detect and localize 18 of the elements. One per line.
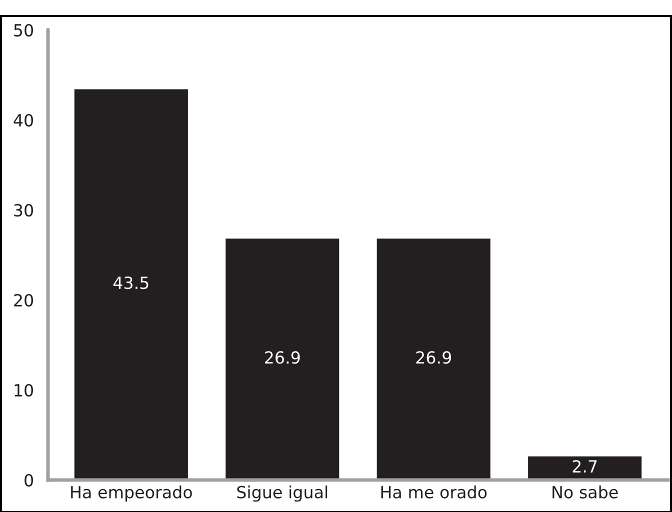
data-label: 26.9 (265, 351, 300, 364)
x-tick-label: Ha me orado (381, 486, 487, 498)
data-label: 2.7 (572, 460, 597, 472)
data-label: 43.5 (113, 276, 148, 290)
x-tick-label: Ha empeorado (71, 486, 192, 502)
bar (375, 237, 492, 480)
bar (224, 237, 341, 480)
y-tick-label: 0 (24, 474, 34, 487)
bar (526, 455, 643, 480)
x-tick-label: Sigue igual (237, 486, 328, 502)
y-tick-label: 10 (14, 384, 34, 397)
y-tick-label: 20 (14, 294, 34, 307)
y-tick-label: 30 (14, 204, 34, 217)
y-tick-label: 50 (14, 24, 34, 37)
x-tick-label: No sabe (552, 486, 618, 498)
y-tick-label: 40 (14, 114, 34, 127)
bar (73, 88, 190, 480)
data-label: 26.9 (416, 351, 451, 364)
